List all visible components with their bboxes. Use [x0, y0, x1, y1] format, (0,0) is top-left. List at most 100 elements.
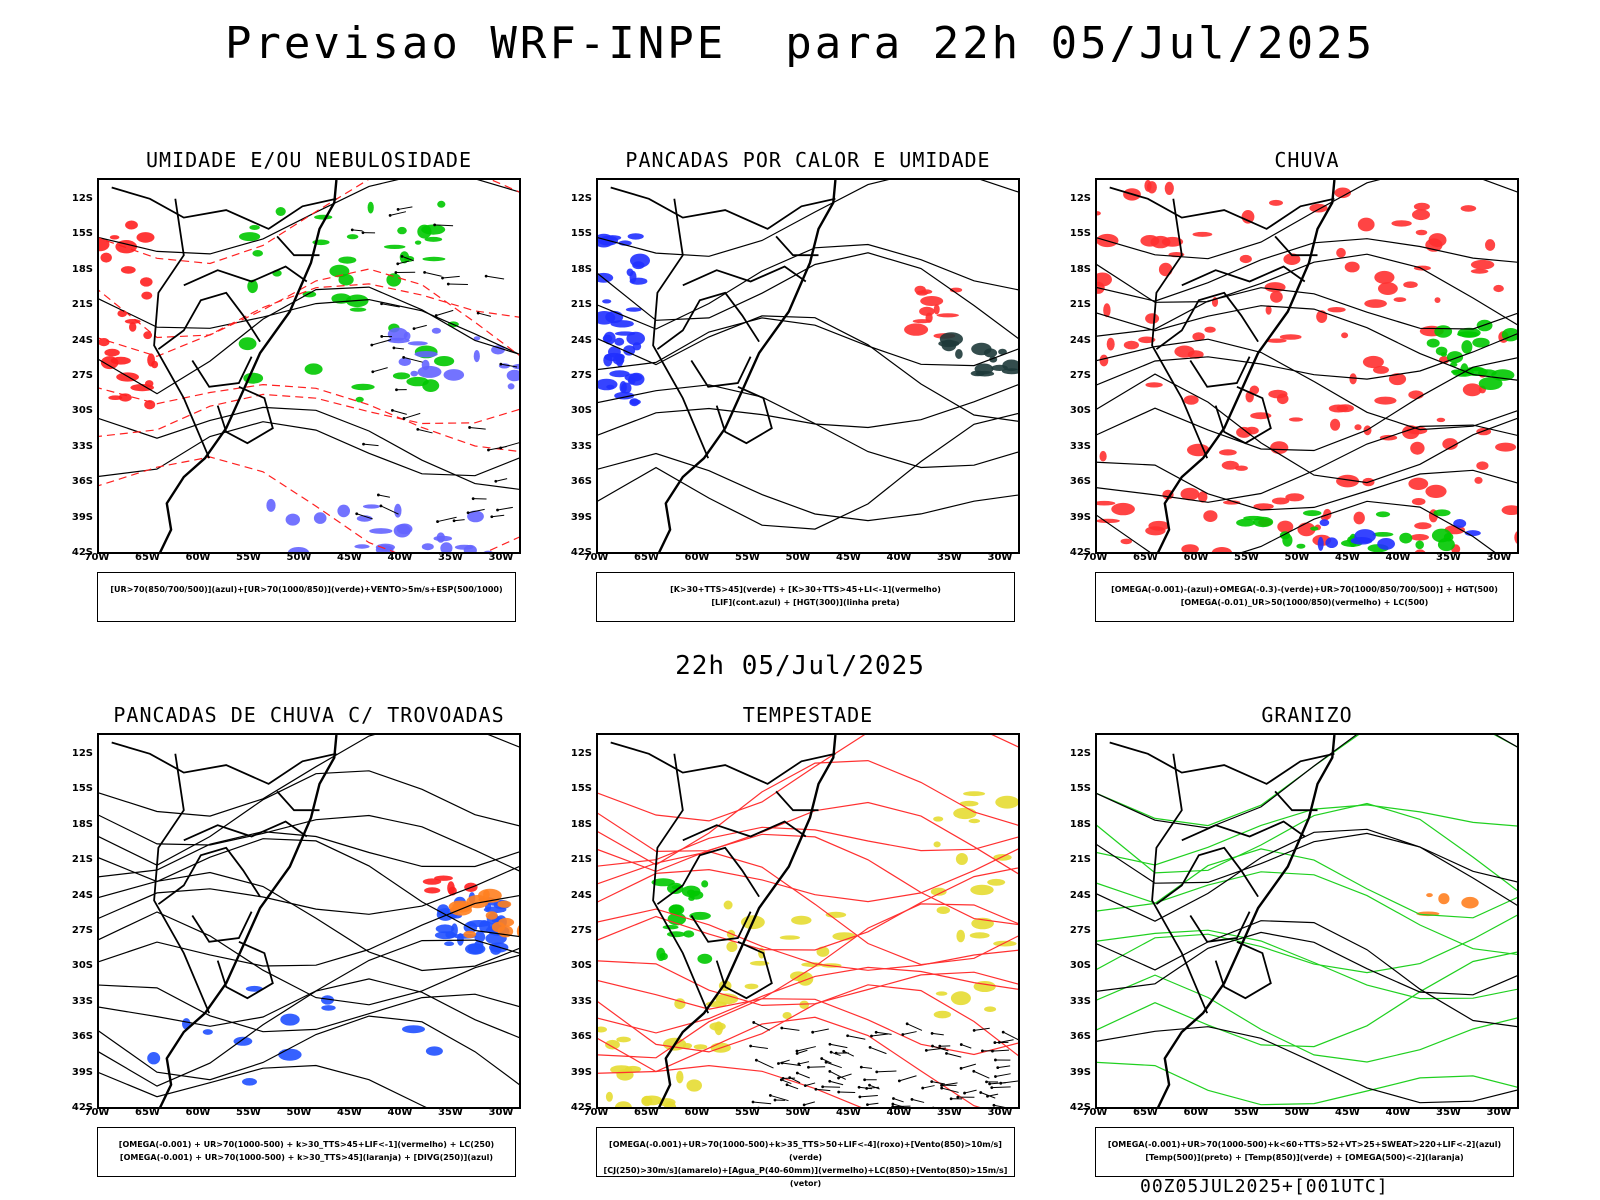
contour-line — [1097, 804, 1517, 866]
state-border — [652, 198, 710, 459]
field-shading — [1192, 332, 1205, 341]
longitude-tick-label: 65W — [1133, 552, 1158, 563]
longitude-tick-label: 50W — [785, 1107, 811, 1118]
field-shading — [238, 337, 257, 351]
field-shading — [239, 232, 261, 242]
wind-vector — [773, 1098, 786, 1102]
field-shading — [447, 881, 455, 895]
field-shading — [398, 357, 411, 366]
state-border — [775, 235, 819, 257]
legend-line: [OMEGA(-0.001)+UR>70(1000-500)+k>35_TTS>… — [609, 1140, 1002, 1162]
contour-line — [99, 298, 519, 355]
latitude-tick-label: 12S — [570, 748, 592, 759]
field-shading — [266, 498, 276, 512]
field-shading — [791, 915, 812, 925]
contour-line — [1097, 920, 1517, 1028]
longitude-tick-label: 55W — [735, 552, 760, 563]
contour-line — [99, 406, 519, 490]
state-border — [1181, 820, 1306, 842]
field-shading — [118, 393, 132, 402]
wind-vector — [795, 1071, 810, 1079]
field-shading — [1219, 449, 1237, 456]
field-shading — [1341, 332, 1349, 339]
wind-vector — [963, 1089, 977, 1095]
field-shading — [667, 882, 684, 894]
latitude-tick-label: 36S — [71, 476, 93, 488]
wind-vector — [388, 211, 407, 217]
field-shading — [247, 279, 258, 294]
longitude-tick-label: 45W — [1335, 552, 1360, 563]
wind-vector — [870, 1033, 889, 1038]
latitude-tick-label: 39S — [71, 1066, 93, 1078]
field-shading — [1309, 203, 1328, 213]
map-plot[interactable] — [1095, 178, 1519, 554]
field-shading — [1391, 220, 1412, 227]
wind-vector — [824, 1060, 842, 1069]
field-shading — [1334, 187, 1351, 199]
contour-line — [99, 180, 519, 255]
contour-line — [99, 939, 519, 1027]
field-shading — [682, 1043, 693, 1049]
map-plot[interactable] — [1095, 733, 1519, 1109]
state-border — [715, 385, 773, 445]
state-border — [1189, 911, 1251, 943]
longitude-tick-label: 40W — [387, 552, 413, 563]
map-plot[interactable] — [596, 733, 1020, 1109]
field-shading — [444, 941, 455, 946]
field-shading — [936, 906, 950, 914]
field-shading — [252, 250, 263, 257]
state-border — [276, 790, 320, 812]
field-shading — [782, 1012, 792, 1019]
state-border — [157, 846, 261, 905]
wind-vector — [959, 1063, 976, 1070]
contour-line — [99, 456, 519, 552]
field-shading — [99, 338, 110, 347]
field-shading — [407, 341, 428, 346]
wind-vector — [821, 1085, 841, 1089]
field-shading — [1353, 511, 1365, 525]
map-plot[interactable] — [97, 733, 521, 1109]
field-shading — [245, 985, 263, 992]
wind-vector — [476, 311, 492, 317]
field-shading — [1411, 498, 1426, 506]
field-shading — [1097, 500, 1116, 506]
field-shading — [935, 991, 948, 996]
field-shading — [383, 244, 406, 249]
state-border — [656, 846, 760, 905]
wind-vector — [807, 1065, 826, 1069]
wind-vector — [392, 346, 405, 350]
field-shading — [147, 353, 155, 367]
state-border — [111, 186, 337, 230]
state-border — [715, 940, 773, 1000]
field-shading — [125, 220, 138, 230]
contour-line — [598, 412, 1018, 530]
field-shading — [1425, 484, 1447, 498]
latitude-tick-label: 21S — [1069, 854, 1091, 866]
contour-line — [1097, 305, 1517, 381]
field-shading — [726, 941, 738, 952]
field-shading — [667, 931, 686, 938]
field-shading — [242, 1078, 257, 1086]
field-shading — [1426, 893, 1433, 898]
panel-title: CHUVA — [1274, 148, 1340, 172]
latitude-tick-label: 42S — [1069, 547, 1091, 558]
latitude-tick-label: 36S — [570, 476, 592, 488]
wind-vector — [959, 1043, 972, 1049]
wind-vector — [940, 1083, 957, 1087]
legend-line: [CJ(250)>30m/s](amarelo)+[Agua_P(40-60mm… — [603, 1166, 1008, 1188]
state-border — [157, 291, 261, 350]
field-shading — [516, 925, 519, 937]
field-shading — [950, 991, 971, 1006]
latitude-tick-label: 18S — [570, 818, 592, 830]
field-shading — [628, 372, 645, 386]
contour-line — [598, 903, 1018, 1010]
latitude-tick-label: 15S — [1069, 783, 1091, 795]
longitude-tick-label: 30W — [488, 1107, 514, 1118]
contour-line — [598, 243, 1018, 330]
field-shading — [202, 1029, 213, 1035]
map-plot[interactable] — [97, 178, 521, 554]
field-shading — [662, 925, 679, 930]
map-plot[interactable] — [596, 178, 1020, 554]
field-shading — [354, 544, 370, 549]
state-border — [111, 741, 337, 785]
